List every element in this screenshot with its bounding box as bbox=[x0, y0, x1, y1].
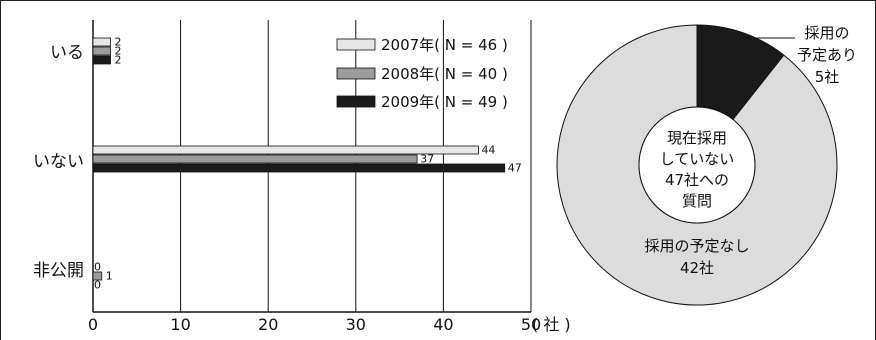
center-label: 47社への bbox=[665, 171, 729, 189]
data-label: 2 bbox=[115, 45, 122, 58]
data-label: 47 bbox=[508, 162, 522, 175]
slice-label: 採用の bbox=[804, 24, 849, 42]
x-tick-label: 20 bbox=[258, 315, 278, 334]
slice-label: 予定あり bbox=[797, 46, 857, 64]
category-label: 非公開 bbox=[33, 261, 84, 281]
category-label: いる bbox=[50, 43, 84, 63]
data-label: 2 bbox=[115, 54, 122, 67]
legend-label: 2007年( N = 46 ) bbox=[381, 36, 508, 54]
data-label: 37 bbox=[420, 153, 434, 166]
data-label: 0 bbox=[94, 261, 101, 274]
center-label: 質問 bbox=[682, 192, 712, 210]
legend-label: 2008年( N = 40 ) bbox=[381, 65, 508, 83]
x-axis-unit: ( 社 ) bbox=[532, 315, 571, 334]
center-label: していない bbox=[660, 150, 735, 168]
bar bbox=[92, 46, 111, 56]
data-label: 0 bbox=[94, 279, 101, 292]
x-tick-label: 50 bbox=[521, 315, 541, 334]
donut-hole bbox=[638, 106, 756, 224]
x-tick-label: 30 bbox=[346, 315, 366, 334]
bar bbox=[92, 271, 103, 281]
bar bbox=[92, 154, 418, 164]
legend-swatch bbox=[336, 38, 376, 51]
data-label: 2 bbox=[115, 36, 122, 49]
category-label: いない bbox=[33, 152, 84, 172]
slice-label: 採用の予定なし bbox=[644, 237, 749, 255]
x-tick-label: 10 bbox=[170, 315, 190, 334]
slice-label: 42社 bbox=[680, 259, 714, 277]
x-tick-label: 0 bbox=[88, 315, 98, 334]
bar bbox=[92, 55, 111, 65]
data-label: 1 bbox=[106, 270, 113, 283]
legend-swatch bbox=[336, 67, 376, 80]
bar bbox=[92, 37, 111, 47]
center-label: 現在採用 bbox=[667, 129, 727, 147]
bar bbox=[92, 163, 506, 173]
data-label: 44 bbox=[481, 144, 495, 157]
slice-label: 5社 bbox=[815, 68, 840, 86]
legend-label: 2009年( N = 49 ) bbox=[381, 93, 508, 111]
x-tick-label: 40 bbox=[433, 315, 453, 334]
legend-swatch bbox=[336, 95, 376, 108]
bar bbox=[92, 145, 479, 155]
